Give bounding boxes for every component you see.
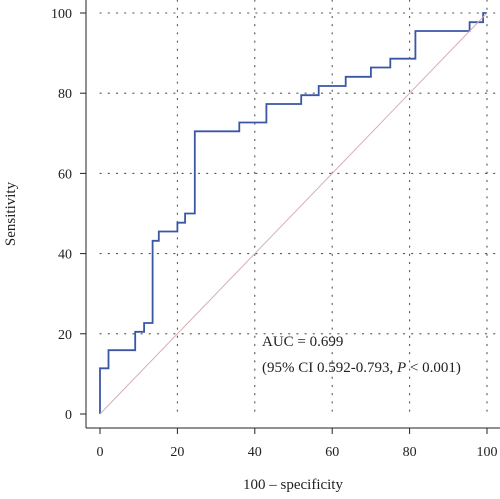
- y-tick-label: 80: [58, 87, 72, 102]
- y-tick-label: 100: [51, 7, 72, 22]
- x-tick-label: 0: [97, 445, 104, 460]
- ci-annotation-p: P: [396, 360, 406, 376]
- ci-annotation-prefix: (95% CI 0.592-0.793,: [262, 360, 397, 376]
- ci-annotation: (95% CI 0.592-0.793, P < 0.001): [262, 360, 461, 376]
- x-axis-label: 100 – specificity: [243, 477, 343, 493]
- y-tick-label: 20: [58, 328, 72, 343]
- axes: [85, 0, 500, 429]
- grid: [99, 0, 500, 415]
- x-tick-label: 20: [170, 445, 184, 460]
- y-axis-label: Sensitivity: [3, 181, 19, 246]
- x-tick-label: 80: [403, 445, 417, 460]
- reference-diagonal-line: [99, 12, 488, 415]
- y-tick-label: 60: [58, 167, 72, 182]
- series-layer: [99, 12, 488, 415]
- x-tick-label: 60: [325, 445, 339, 460]
- ticks: 0 20 40 60 80 100 0 20 40 60 80 100: [51, 7, 498, 460]
- auc-annotation: AUC = 0.699: [262, 334, 343, 350]
- ci-annotation-suffix: < 0.001): [406, 360, 461, 376]
- x-tick-label: 100: [477, 445, 498, 460]
- x-tick-label: 40: [248, 445, 262, 460]
- y-tick-label: 40: [58, 248, 72, 263]
- y-tick-label: 0: [65, 408, 72, 423]
- roc-curve: [99, 12, 487, 414]
